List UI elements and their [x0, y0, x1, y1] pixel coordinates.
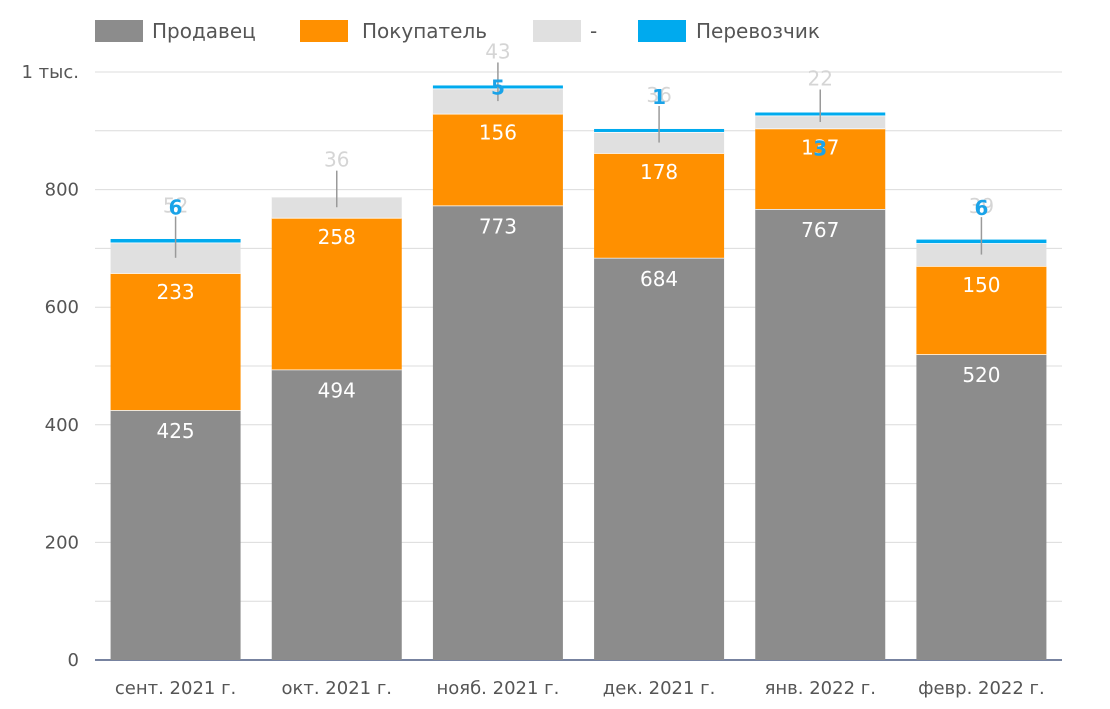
data-label: 6	[974, 196, 988, 220]
y-tick-label: 200	[45, 532, 79, 553]
data-label: 5	[491, 75, 505, 99]
data-label: 684	[640, 267, 678, 291]
grid-lines	[95, 71, 1062, 661]
bar-segment	[271, 217, 402, 370]
bar-segment	[110, 273, 241, 411]
data-label: 767	[801, 218, 839, 242]
y-tick-label: 1 тыс.	[22, 62, 80, 83]
x-tick-label: дек. 2021 г.	[603, 678, 716, 699]
bar-segment	[755, 128, 886, 210]
data-label: 178	[640, 160, 678, 184]
x-tick-label: окт. 2021 г.	[281, 678, 392, 699]
data-label: 52	[163, 194, 188, 218]
y-axis: 0 200 400 600 800 1 тыс.	[22, 62, 80, 671]
data-label: 43	[485, 39, 510, 63]
data-label: 233	[156, 280, 194, 304]
data-label: 22	[808, 67, 833, 91]
y-tick-label: 400	[45, 415, 79, 436]
data-label: 39	[969, 194, 994, 218]
data-label: 36	[646, 83, 671, 107]
legend-swatch	[300, 20, 348, 42]
data-label: 3	[813, 137, 827, 161]
bar-segment	[110, 410, 241, 660]
legend-label: Продавец	[152, 19, 256, 43]
x-axis: сент. 2021 г. окт. 2021 г. нояб. 2021 г. де…	[115, 678, 1045, 699]
y-tick-label: 600	[45, 297, 79, 318]
bars	[110, 85, 1047, 660]
data-label: 520	[962, 363, 1000, 387]
bar-segment	[594, 257, 725, 660]
y-tick-label: 0	[68, 650, 79, 671]
data-label: 258	[318, 225, 356, 249]
data-label: 156	[479, 121, 517, 145]
data-label: 1	[652, 85, 666, 109]
y-tick-label: 800	[45, 180, 79, 201]
bar-segment	[271, 369, 402, 660]
data-labels: 4252335264942583677315643568417836176713…	[156, 39, 1000, 443]
data-label: 137	[801, 135, 839, 159]
bar-segment	[755, 209, 886, 660]
legend-label: -	[590, 19, 597, 43]
x-tick-label: февр. 2022 г.	[918, 678, 1045, 699]
data-label: 494	[318, 379, 356, 403]
legend-label: Покупатель	[362, 19, 487, 43]
data-label: 6	[169, 196, 183, 220]
x-tick-label: сент. 2021 г.	[115, 678, 236, 699]
data-label: 36	[324, 148, 349, 172]
legend: Продавец Покупатель - Перевозчик	[95, 19, 820, 43]
x-tick-label: нояб. 2021 г.	[436, 678, 559, 699]
data-label: 773	[479, 214, 517, 238]
legend-label: Перевозчик	[696, 19, 820, 43]
bar-segment	[432, 205, 563, 660]
legend-swatch	[533, 20, 581, 42]
data-label: 150	[962, 273, 1000, 297]
bar-segment	[916, 354, 1047, 660]
legend-swatch	[95, 20, 143, 42]
bar-segment	[916, 266, 1047, 355]
legend-swatch	[638, 20, 686, 42]
x-tick-label: янв. 2022 г.	[765, 678, 876, 699]
bar-segment	[594, 153, 725, 258]
bar-segment	[432, 113, 563, 206]
data-label: 425	[156, 419, 194, 443]
